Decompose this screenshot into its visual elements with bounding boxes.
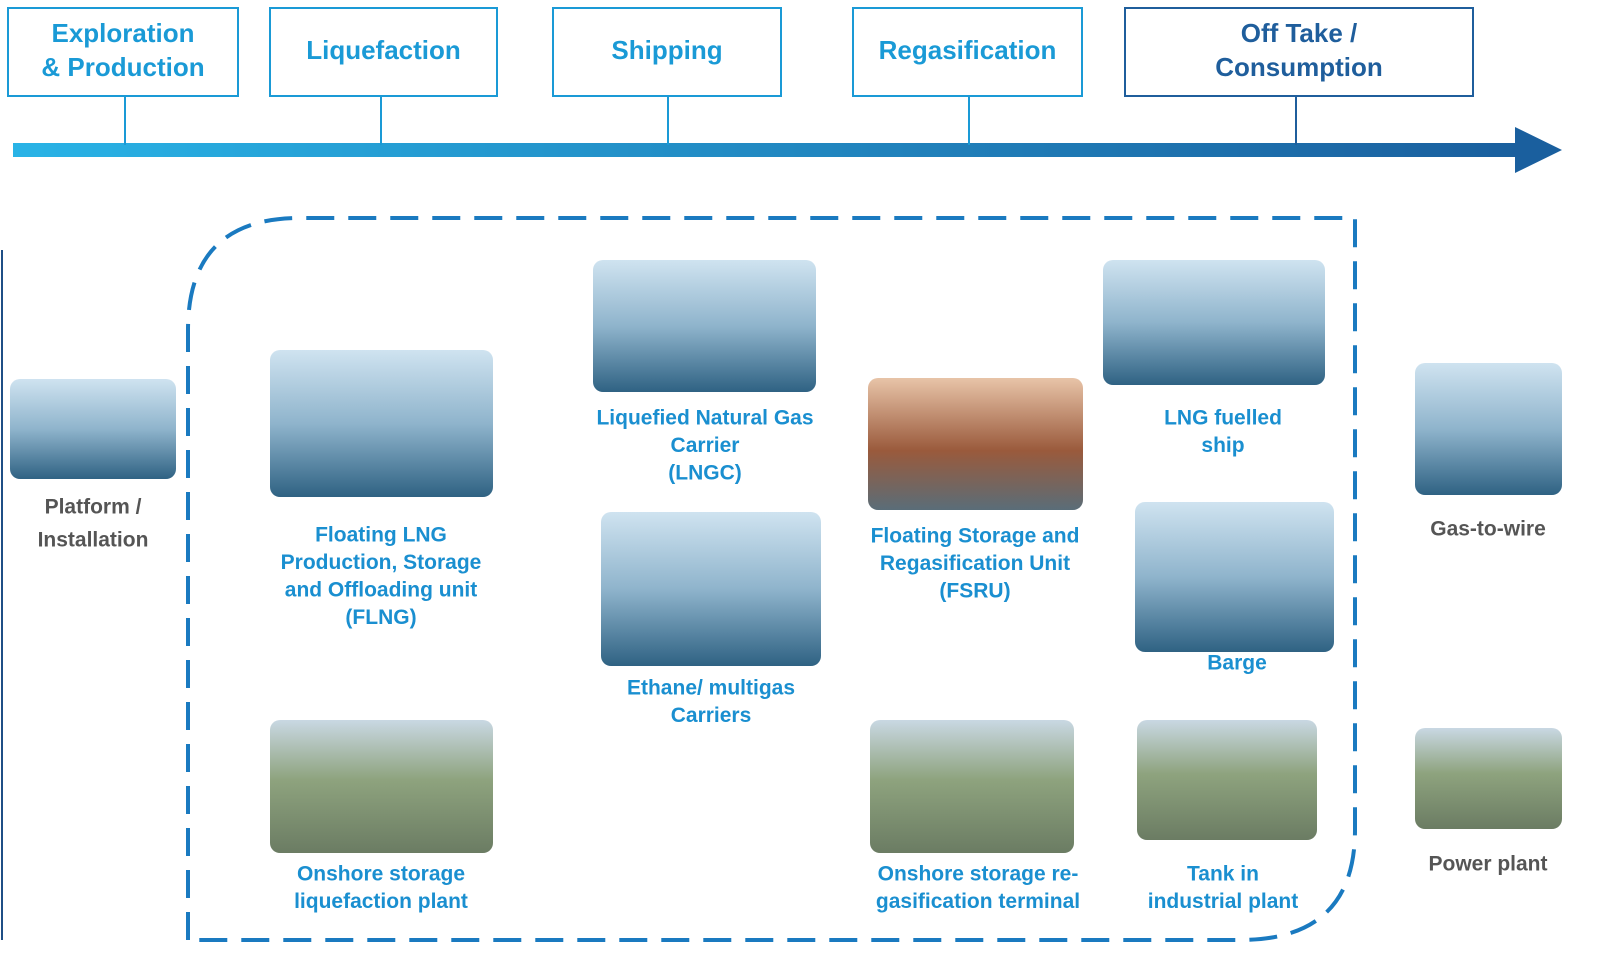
page: Exploration & Production Liquefaction Shipp… bbox=[0, 0, 1612, 974]
item-photo bbox=[1415, 363, 1562, 495]
item-label: Platform / bbox=[45, 496, 142, 519]
stage-label: Shipping bbox=[611, 35, 722, 65]
item-label: Carrier bbox=[671, 434, 740, 457]
item-label: Production, Storage bbox=[281, 551, 482, 574]
item-label: Onshore storage re- bbox=[878, 863, 1079, 886]
item-label: liquefaction plant bbox=[294, 890, 468, 913]
item-photo bbox=[1135, 502, 1334, 652]
item-photo bbox=[593, 260, 816, 392]
stage-label: Liquefaction bbox=[306, 35, 461, 65]
item-photo bbox=[1137, 720, 1317, 840]
stage-label: Exploration bbox=[51, 18, 194, 48]
item-label: Onshore storage bbox=[297, 863, 465, 886]
arrow-head bbox=[1515, 127, 1562, 173]
item-label: Regasification Unit bbox=[880, 552, 1070, 575]
stage-label: Consumption bbox=[1215, 52, 1383, 82]
item-label: industrial plant bbox=[1148, 890, 1299, 913]
item-photo bbox=[868, 378, 1083, 510]
item-label: Floating LNG bbox=[315, 524, 447, 547]
item-label: Gas-to-wire bbox=[1430, 518, 1546, 541]
item-label: Carriers bbox=[671, 704, 752, 727]
item-label: (FLNG) bbox=[345, 606, 416, 629]
item-label: Liquefied Natural Gas bbox=[596, 407, 813, 430]
item-label: gasification terminal bbox=[876, 890, 1080, 913]
item-label: (LNGC) bbox=[668, 462, 741, 485]
item-label: Installation bbox=[38, 529, 149, 552]
stage-label: Off Take / bbox=[1241, 18, 1358, 48]
item-label: Barge bbox=[1207, 652, 1267, 675]
timeline-arrow bbox=[13, 143, 1518, 157]
stage-label: Regasification bbox=[879, 35, 1057, 65]
item-label: Tank in bbox=[1187, 863, 1259, 886]
item-photo bbox=[270, 350, 493, 497]
stage-label: & Production bbox=[41, 52, 204, 82]
item-photo bbox=[601, 512, 821, 666]
item-label: (FSRU) bbox=[939, 580, 1010, 603]
item-label: LNG fuelled bbox=[1164, 407, 1282, 430]
item-label: Ethane/ multigas bbox=[627, 677, 795, 700]
item-photo bbox=[10, 379, 176, 479]
item-photo bbox=[1415, 728, 1562, 829]
diagram: Exploration & Production Liquefaction Shipp… bbox=[0, 0, 1612, 974]
item-label: Floating Storage and bbox=[871, 525, 1080, 548]
item-label: ship bbox=[1201, 434, 1244, 457]
item-label: and Offloading unit bbox=[285, 579, 477, 602]
item-photo bbox=[870, 720, 1074, 853]
item-photo bbox=[270, 720, 493, 853]
item-label: Power plant bbox=[1428, 853, 1547, 876]
item-photo bbox=[1103, 260, 1325, 385]
